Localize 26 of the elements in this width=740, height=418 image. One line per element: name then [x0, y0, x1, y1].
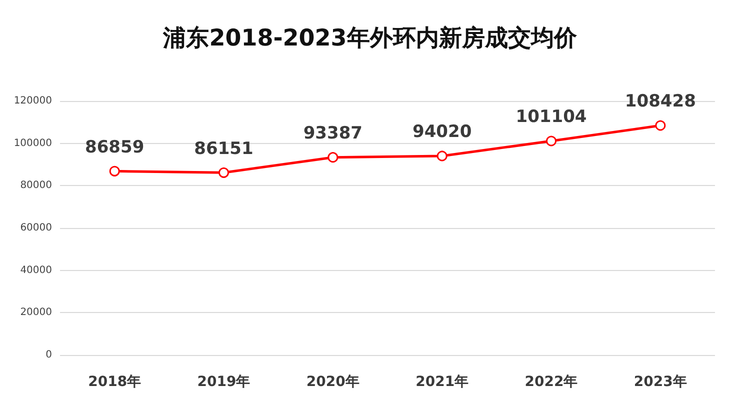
point	[109, 166, 120, 176]
point	[328, 152, 338, 163]
y-tick-label: 0	[46, 350, 52, 360]
y-tick-label: 40000	[20, 264, 52, 276]
y-tick-label: 80000	[20, 180, 52, 192]
data-label: 94020	[412, 122, 472, 142]
x-tick-label: 2023年	[634, 374, 687, 390]
y-tick-label: 20000	[20, 307, 52, 318]
data-label: 101104	[516, 107, 587, 128]
x-tick-label: 2018年	[88, 374, 142, 390]
x-tick-label: 2021年	[416, 374, 469, 390]
data-label: 86859	[85, 137, 144, 158]
chart-title: 浦东2018-2023年外环内新房成交均价	[162, 24, 578, 52]
x-tick-label: 2020年	[306, 374, 360, 390]
data-label: 86151	[194, 138, 254, 159]
point	[218, 167, 229, 178]
data-label: 108428	[624, 92, 696, 112]
data-label: 93387	[303, 124, 362, 144]
x-tick-label: 2019年	[197, 374, 250, 390]
y-tick-label: 60000	[20, 222, 52, 234]
y-tick-label: 100000	[14, 138, 52, 149]
x-tick-label: 2022年	[524, 374, 578, 390]
y-tick-label: 120000	[14, 96, 52, 106]
point	[436, 150, 448, 162]
point	[546, 136, 556, 146]
point	[655, 120, 666, 131]
